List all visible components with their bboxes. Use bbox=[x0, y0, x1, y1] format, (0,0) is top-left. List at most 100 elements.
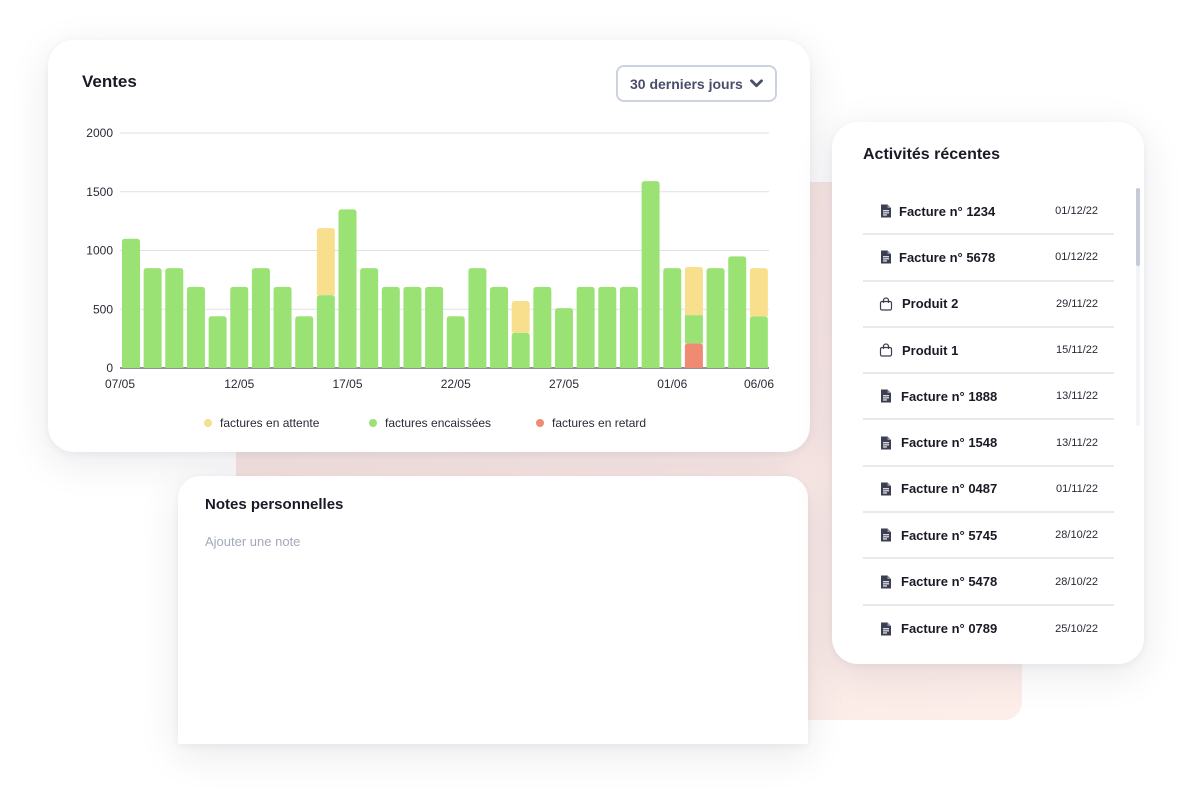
activity-item[interactable]: Facture n° 1548 13/11/22 bbox=[863, 420, 1114, 467]
legend-label: factures encaissées bbox=[385, 416, 491, 430]
recent-activity-title: Activités récentes bbox=[863, 146, 1000, 163]
activity-date: 01/12/22 bbox=[1055, 205, 1098, 218]
legend-label: factures en retard bbox=[552, 416, 646, 430]
activity-item[interactable]: Facture n° 0789 25/10/22 bbox=[863, 606, 1114, 652]
period-dropdown[interactable]: 30 derniers jours bbox=[616, 65, 777, 102]
bar-segment bbox=[446, 316, 465, 368]
activity-item[interactable]: Facture n° 5678 01/12/22 bbox=[863, 235, 1114, 282]
activity-label: Produit 1 bbox=[902, 342, 959, 358]
sales-card: 0 500 1000 1500 2000 07/05 12/05 17/05 22/05 27/0… bbox=[48, 40, 810, 452]
bar-segment bbox=[425, 286, 444, 368]
bar-segment bbox=[295, 316, 314, 368]
activity-date: 25/10/22 bbox=[1055, 622, 1098, 635]
activity-item[interactable]: Produit 2 29/11/22 bbox=[863, 282, 1114, 328]
bar-segment bbox=[316, 295, 335, 368]
note-input[interactable] bbox=[205, 534, 781, 724]
bar-segment bbox=[641, 181, 660, 368]
bar-segment bbox=[619, 286, 638, 368]
bar-segment bbox=[468, 268, 487, 368]
bar-segment bbox=[684, 266, 703, 316]
activity-scrollbar[interactable] bbox=[1136, 188, 1140, 426]
activity-label: Facture n° 1548 bbox=[901, 435, 998, 451]
bar-segment bbox=[490, 286, 509, 368]
invoice-icon bbox=[879, 435, 893, 451]
activity-list: Facture n° 1234 01/12/22 Facture n° 5678… bbox=[863, 189, 1114, 652]
y-tick-label: 1500 bbox=[86, 185, 113, 199]
bar-segment bbox=[186, 286, 205, 368]
bar-segment bbox=[230, 286, 249, 368]
x-tick-label: 27/05 bbox=[549, 377, 579, 391]
shopping-bag-icon bbox=[879, 342, 893, 358]
sales-title: Ventes bbox=[82, 72, 137, 91]
y-tick-label: 500 bbox=[93, 302, 113, 316]
bar-segment bbox=[749, 268, 768, 317]
bar-segment bbox=[143, 268, 162, 368]
activity-scrollbar-thumb[interactable] bbox=[1136, 188, 1140, 266]
bar-segment bbox=[555, 308, 573, 368]
activity-label: Facture n° 0789 bbox=[901, 621, 998, 637]
sales-chart: 0 500 1000 1500 2000 07/05 12/05 17/05 22/05 27/0… bbox=[86, 126, 774, 430]
activity-label: Facture n° 5478 bbox=[901, 574, 998, 590]
invoice-icon bbox=[879, 481, 893, 497]
bar-segment bbox=[684, 315, 703, 344]
bar-segment bbox=[208, 316, 227, 368]
shopping-bag-icon bbox=[879, 296, 893, 312]
activity-item[interactable]: Facture n° 1888 13/11/22 bbox=[863, 374, 1114, 421]
x-tick-label: 12/05 bbox=[224, 377, 254, 391]
activity-item[interactable]: Facture n° 1234 01/12/22 bbox=[863, 189, 1114, 236]
activity-item[interactable]: Facture n° 0487 01/11/22 bbox=[863, 467, 1114, 514]
invoice-icon bbox=[879, 527, 893, 543]
bar-segment bbox=[533, 286, 552, 368]
bar-segment bbox=[684, 343, 703, 368]
bar-segment bbox=[663, 268, 682, 368]
activity-label: Facture n° 1888 bbox=[901, 388, 998, 404]
y-tick-label: 2000 bbox=[86, 126, 113, 140]
activity-item[interactable]: Facture n° 5745 28/10/22 bbox=[863, 513, 1114, 560]
activity-label: Produit 2 bbox=[902, 296, 959, 312]
activity-label: Facture n° 5745 bbox=[901, 527, 998, 543]
bar-segment bbox=[403, 286, 422, 368]
legend-dot bbox=[369, 419, 377, 427]
legend-dot bbox=[204, 419, 212, 427]
activity-item[interactable]: Produit 1 15/11/22 bbox=[863, 328, 1114, 375]
chevron-down-icon bbox=[750, 79, 763, 88]
activity-date: 29/11/22 bbox=[1055, 297, 1098, 310]
activity-date: 28/10/22 bbox=[1055, 575, 1098, 588]
bar-segment bbox=[165, 268, 184, 368]
activity-date: 13/11/22 bbox=[1055, 390, 1098, 403]
y-tick-label: 1000 bbox=[86, 244, 113, 258]
bar-segment bbox=[511, 301, 530, 333]
bar-segment bbox=[749, 316, 768, 368]
invoice-icon bbox=[879, 388, 893, 404]
x-tick-label: 17/05 bbox=[332, 377, 362, 391]
bar-segment bbox=[251, 268, 270, 368]
invoice-icon bbox=[879, 203, 893, 219]
invoice-icon bbox=[879, 574, 893, 590]
activity-date: 01/11/22 bbox=[1055, 482, 1098, 495]
x-tick-label: 22/05 bbox=[441, 377, 471, 391]
bar-segment bbox=[122, 238, 140, 368]
notes-card: Notes personnelles bbox=[178, 476, 808, 744]
invoice-icon bbox=[879, 621, 893, 637]
bar-segment bbox=[316, 228, 335, 296]
period-dropdown-value: 30 derniers jours bbox=[630, 75, 743, 92]
invoice-icon bbox=[879, 249, 893, 265]
activity-date: 15/11/22 bbox=[1055, 344, 1098, 357]
bar-segment bbox=[728, 256, 747, 368]
activity-label: Facture n° 5678 bbox=[899, 249, 996, 265]
activity-item[interactable]: Facture n° 5478 28/10/22 bbox=[863, 559, 1114, 606]
bar-segment bbox=[360, 268, 379, 368]
x-tick-label: 06/06 bbox=[744, 377, 774, 391]
legend-dot bbox=[536, 419, 544, 427]
legend-label: factures en attente bbox=[220, 416, 320, 430]
x-tick-label: 07/05 bbox=[105, 377, 135, 391]
activity-label: Facture n° 1234 bbox=[899, 203, 996, 219]
bar-segment bbox=[706, 268, 725, 368]
bar-segment bbox=[381, 286, 400, 368]
recent-activity-card: Activités récentes Facture n° 1234 01/12… bbox=[832, 122, 1144, 664]
notes-title: Notes personnelles bbox=[205, 496, 344, 513]
activity-label: Facture n° 0487 bbox=[901, 481, 998, 497]
activity-date: 28/10/22 bbox=[1055, 529, 1098, 542]
bar-segment bbox=[511, 332, 530, 368]
bar-segment bbox=[576, 286, 595, 368]
